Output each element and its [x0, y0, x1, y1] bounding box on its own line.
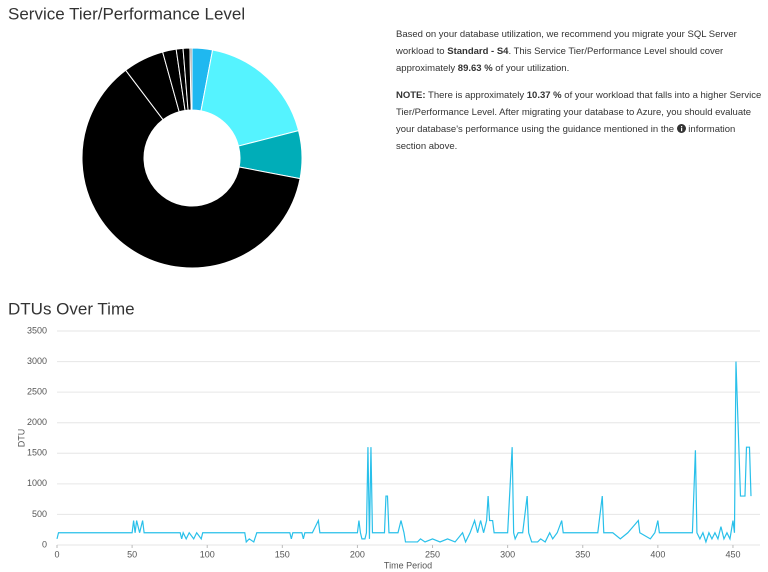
chart-title: Service Tier/Performance Level — [8, 4, 245, 23]
pie-slice — [189, 47, 193, 111]
y-tick-label: 3000 — [27, 356, 47, 366]
x-tick-label: 200 — [350, 549, 365, 559]
x-tick-label: 250 — [425, 549, 440, 559]
x-axis-label: Time Period — [384, 560, 432, 570]
pie-slice — [200, 49, 300, 147]
text: There is approximately — [425, 90, 527, 101]
text: of your workload that falls into a highe… — [396, 90, 762, 135]
x-tick-label: 450 — [725, 549, 740, 559]
x-tick-label: 50 — [127, 549, 137, 559]
text: 89.63 % — [457, 63, 493, 74]
paragraph: NOTE: There is approximately 10.37 % of … — [396, 87, 766, 155]
x-tick-label: 350 — [575, 549, 590, 559]
x-tick-label: 100 — [200, 549, 215, 559]
text: NOTE: — [396, 90, 426, 101]
line-series — [56, 361, 752, 544]
text: Standard - S4 — [447, 46, 509, 57]
y-tick-label: 3500 — [27, 325, 47, 335]
y-tick-label: 1000 — [27, 478, 47, 488]
x-tick-label: 0 — [54, 549, 59, 559]
x-tick-label: 300 — [500, 549, 515, 559]
y-tick-label: 500 — [32, 509, 47, 519]
x-tick-label: 400 — [650, 549, 665, 559]
text: . This Service Tier/Performance Level sh… — [396, 46, 724, 74]
text: 10.37 % — [526, 90, 562, 101]
y-axis-label: DTU — [16, 429, 26, 448]
text: information section above. — [396, 124, 736, 152]
chart-title: DTUs Over Time — [8, 299, 135, 318]
pie-slice — [81, 69, 301, 269]
x-tick-label: 150 — [275, 549, 290, 559]
recommendation: Based on your database utilization, we r… — [396, 26, 766, 165]
info-icon — [676, 124, 686, 133]
y-tick-label: 0 — [42, 539, 47, 549]
y-tick-label: 2000 — [27, 417, 47, 427]
text: of your utilization. — [492, 63, 570, 74]
paragraph: Based on your database utilization, we r… — [396, 26, 766, 77]
text: Based on your database utilization, we r… — [396, 29, 737, 57]
y-tick-label: 1500 — [27, 448, 47, 458]
y-tick-label: 2500 — [27, 387, 47, 397]
